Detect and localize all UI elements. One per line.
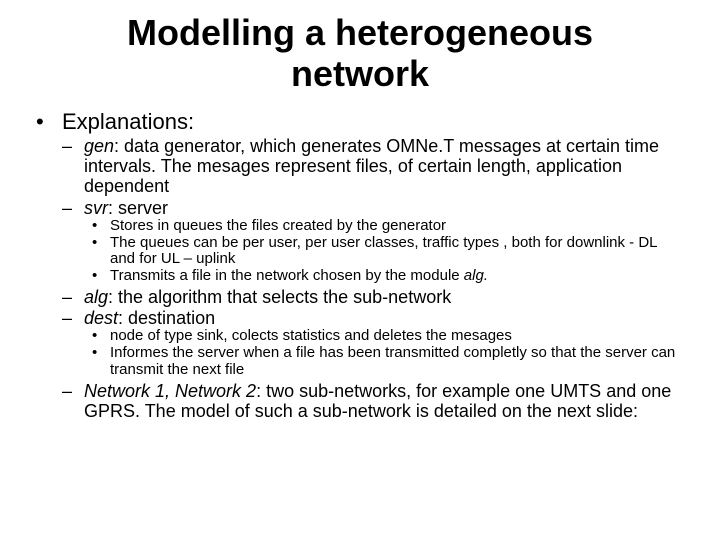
list-item: • node of type sink, colects statistics … <box>92 328 684 345</box>
list-item: • Informes the server when a file has be… <box>92 345 684 379</box>
l2-text: svr: server <box>84 198 684 218</box>
level2-list: – gen: data generator, which generates O… <box>62 136 684 421</box>
list-item: – Network 1, Network 2: two sub-networks… <box>62 381 684 421</box>
level1-list: • Explanations: – gen: data generator, w… <box>36 109 684 421</box>
l3-text: Stores in queues the files created by th… <box>110 218 684 235</box>
list-item: • Transmits a file in the network chosen… <box>92 268 684 285</box>
bullet-icon: • <box>92 328 110 345</box>
l3-text: Informes the server when a file has been… <box>110 345 684 379</box>
slide-title: Modelling a heterogeneous network <box>84 12 636 95</box>
dash-icon: – <box>62 308 84 328</box>
l3-text: Transmits a file in the network chosen b… <box>110 268 684 285</box>
list-item: • Stores in queues the files created by … <box>92 218 684 235</box>
term-gen: gen <box>84 136 114 156</box>
term-alg: alg <box>84 287 108 307</box>
list-item: – gen: data generator, which generates O… <box>62 136 684 196</box>
bullet-icon: • <box>92 218 110 235</box>
rest-alg: : the algorithm that selects the sub-net… <box>108 287 451 307</box>
l3-text: node of type sink, colects statistics an… <box>110 328 684 345</box>
bullet-icon: • <box>92 345 110 362</box>
term-dest: dest <box>84 308 118 328</box>
bullet-icon: • <box>92 235 110 252</box>
l2-text: gen: data generator, which generates OMN… <box>84 136 684 196</box>
term-svr: svr <box>84 198 108 218</box>
level3-list: • node of type sink, colects statistics … <box>92 328 684 378</box>
list-item: • Explanations: – gen: data generator, w… <box>36 109 684 421</box>
list-item: – alg: the algorithm that selects the su… <box>62 287 684 307</box>
dash-icon: – <box>62 287 84 307</box>
l2-text: alg: the algorithm that selects the sub-… <box>84 287 684 307</box>
term-alg-inline: alg. <box>464 267 488 284</box>
level3-list: • Stores in queues the files created by … <box>92 218 684 285</box>
bullet-icon: • <box>92 268 110 285</box>
list-item: – dest: destination • node of type sink,… <box>62 308 684 379</box>
rest-dest: : destination <box>118 308 215 328</box>
l3-text: The queues can be per user, per user cla… <box>110 235 684 269</box>
l2-text: dest: destination <box>84 308 684 328</box>
l1-text: Explanations: <box>62 109 684 135</box>
list-item: • The queues can be per user, per user c… <box>92 235 684 269</box>
bullet-icon: • <box>36 109 62 135</box>
l3-pre: Transmits a file in the network chosen b… <box>110 267 464 284</box>
term-networks: Network 1, Network 2 <box>84 381 256 401</box>
dash-icon: – <box>62 198 84 218</box>
dash-icon: – <box>62 381 84 401</box>
list-item: – svr: server • Stores in queues the fil… <box>62 198 684 285</box>
dash-icon: – <box>62 136 84 156</box>
rest-svr: : server <box>108 198 168 218</box>
slide: Modelling a heterogeneous network • Expl… <box>0 0 720 540</box>
l2-text: Network 1, Network 2: two sub-networks, … <box>84 381 684 421</box>
rest-gen: : data generator, which generates OMNe.T… <box>84 136 659 196</box>
